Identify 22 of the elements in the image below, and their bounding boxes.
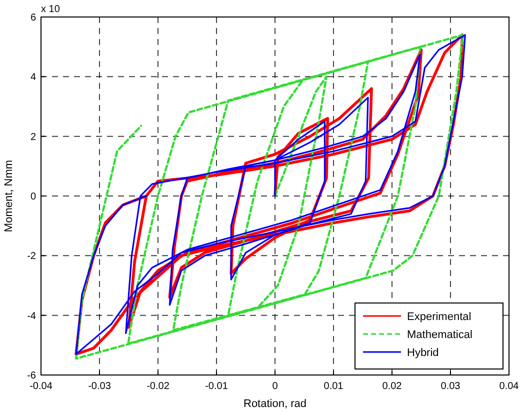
y-tick-label: 4 — [30, 72, 36, 84]
x-tick-label: 0.02 — [382, 381, 402, 392]
legend-label: Mathematical — [407, 329, 472, 341]
y-tick-label: -2 — [27, 251, 36, 262]
y-tick-label: -6 — [27, 370, 36, 382]
x-tick-label: 0.03 — [440, 381, 461, 392]
x-tick-label: 0.01 — [324, 381, 344, 392]
x-tick-label: -0.04 — [30, 381, 53, 392]
y-tick-label: 0 — [30, 192, 36, 202]
x-tick-label: -0.01 — [205, 381, 228, 392]
x-axis-title: Rotation, rad — [244, 398, 306, 410]
y-tick-label: -4 — [27, 310, 36, 322]
legend-label: Experimental — [407, 311, 472, 323]
x-tick-label: 0.04 — [499, 381, 520, 392]
x-tick-label: -0.03 — [88, 381, 112, 392]
y-tick-label: 2 — [30, 132, 36, 143]
x-tick-label: 0 — [272, 381, 278, 392]
legend-label: Hybrid — [407, 347, 439, 359]
text: x 10 — [41, 4, 60, 15]
y-tick-label: 6 — [30, 12, 36, 24]
y-axis-title: Moment, Nmm — [3, 160, 15, 232]
x-tick-label: -0.02 — [146, 381, 170, 392]
